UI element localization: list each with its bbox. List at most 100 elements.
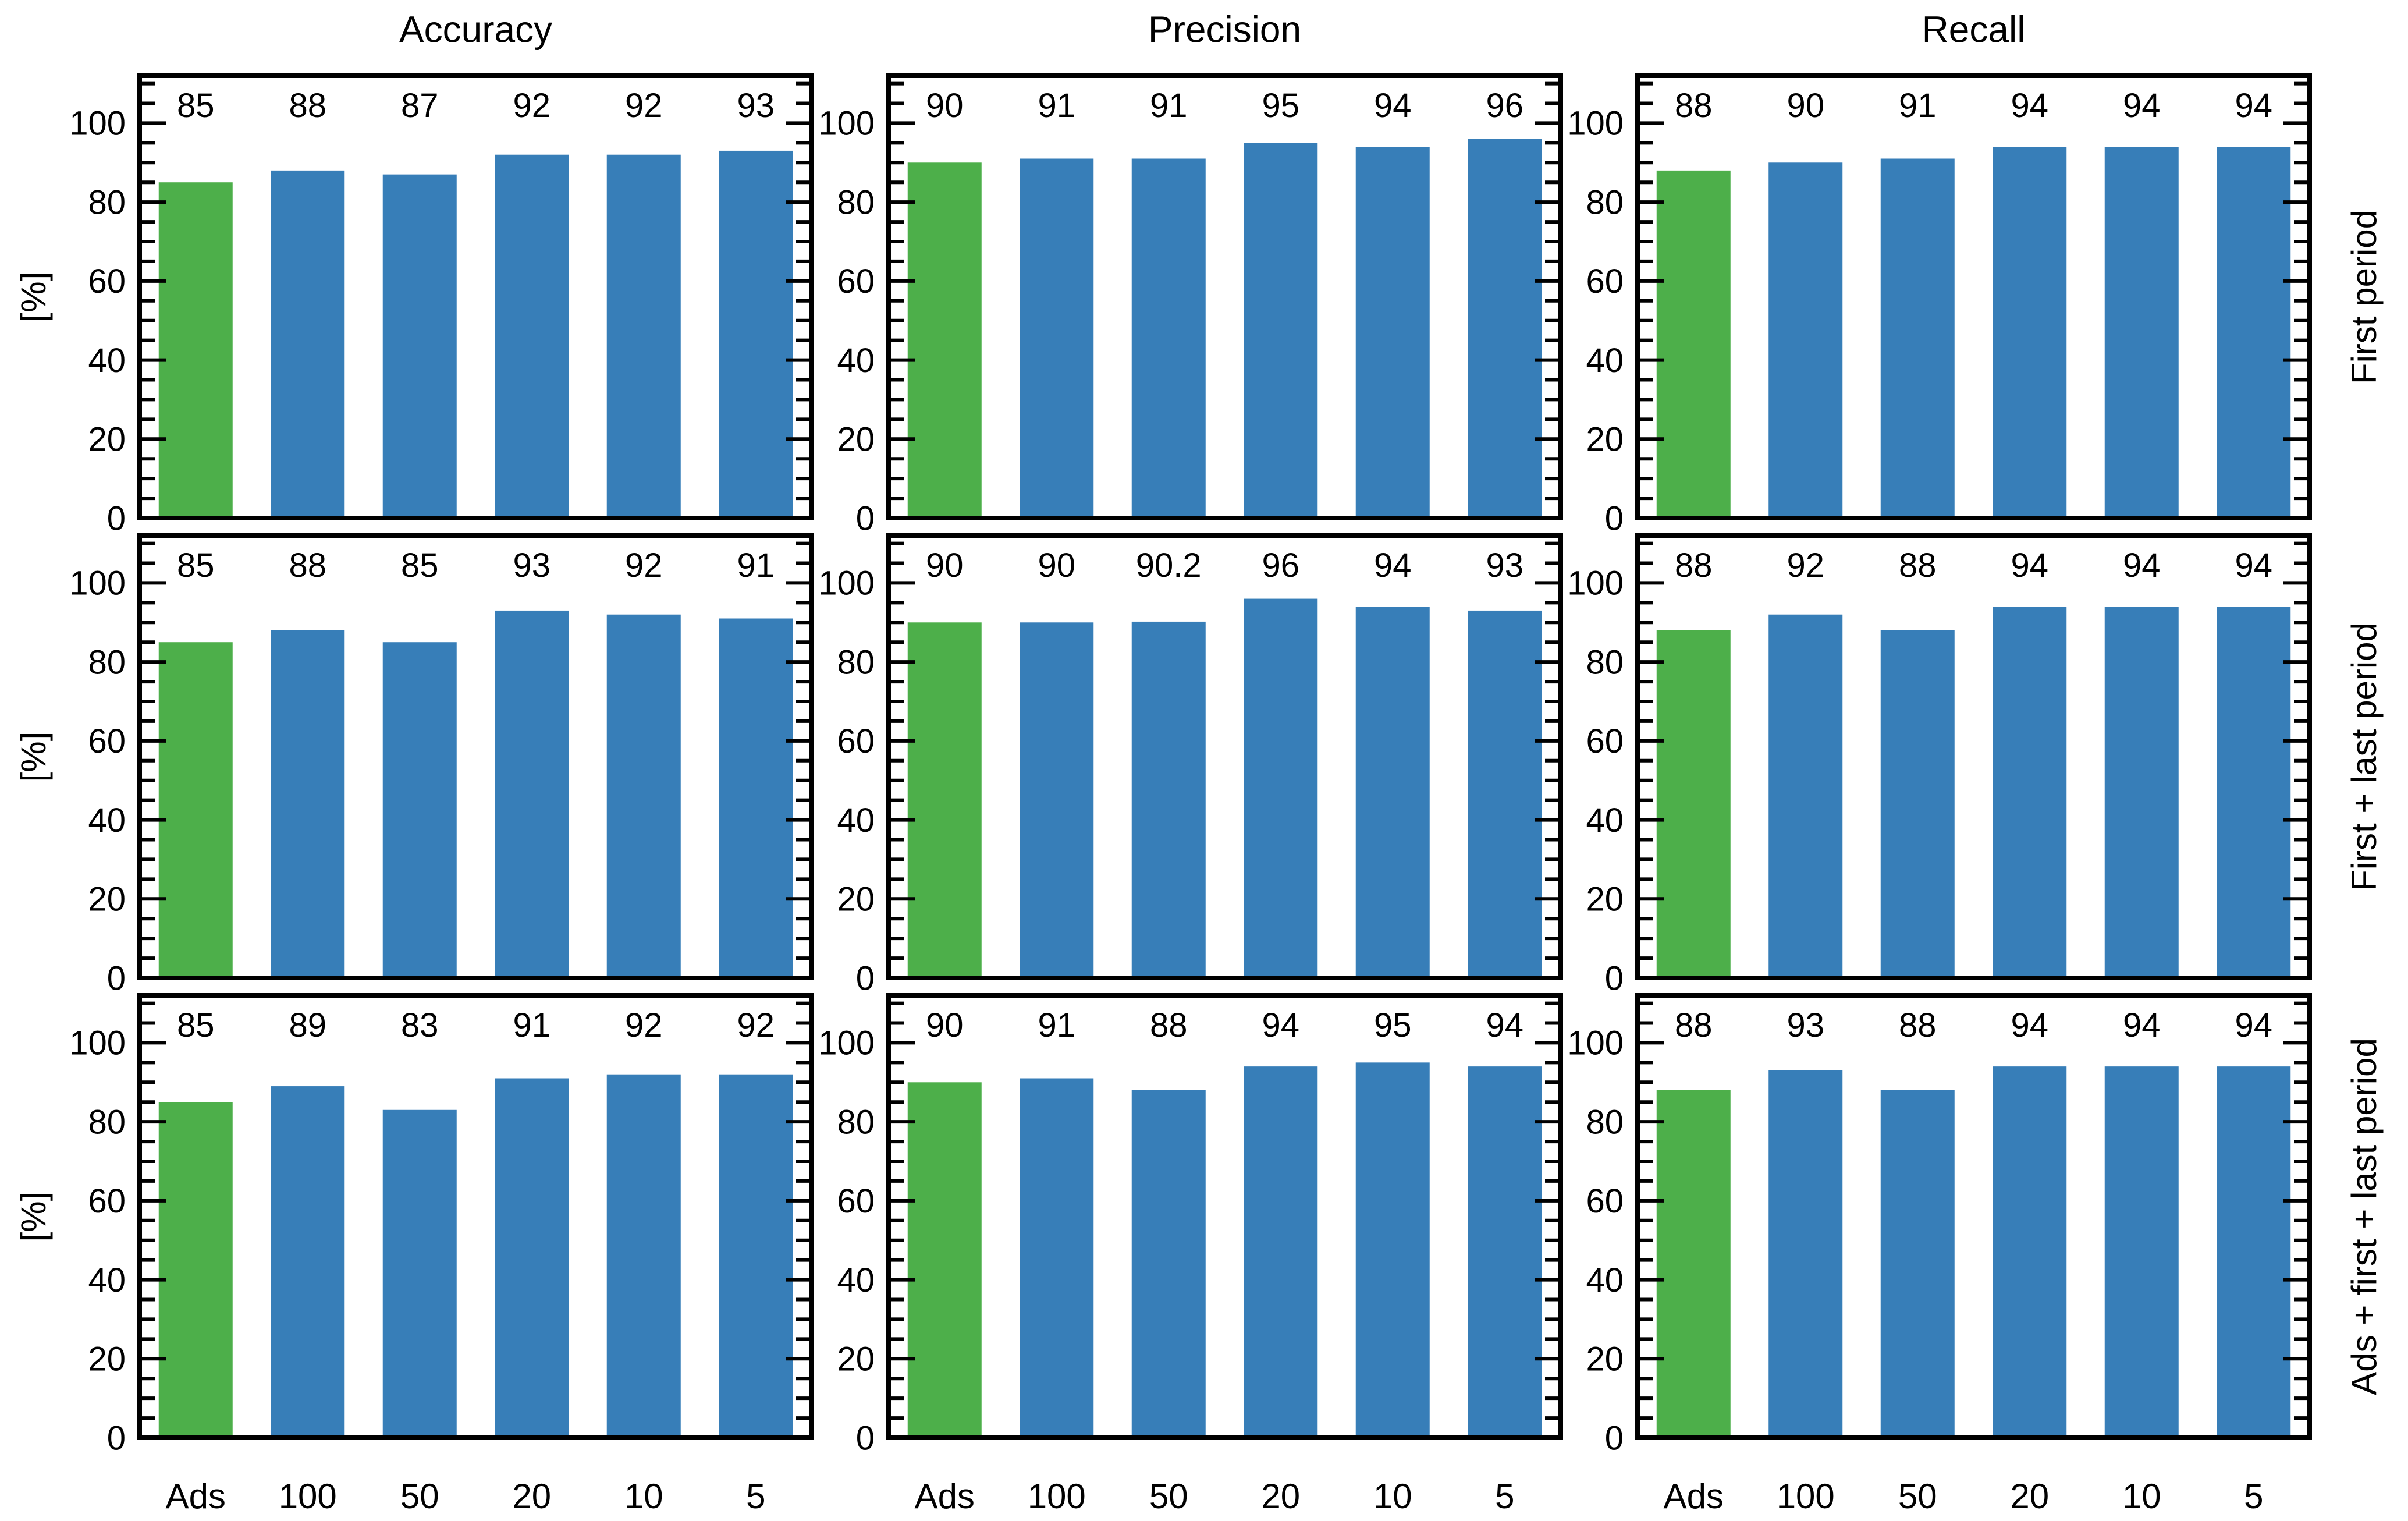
bar-value-label: 90 [1787,87,1824,125]
ytick-label: 20 [88,421,126,459]
bar-value-label: 94 [1374,547,1412,584]
bar-ads [907,1082,982,1438]
bar-value-label: 94 [1374,87,1412,125]
subplot-accuracy-row1: 0 20 40 60 80 100 85 88 87 92 92 93 Accuracy [%] [14,8,814,537]
bar-100 [1020,158,1094,518]
bar-value-label: 92 [513,87,550,125]
bar-10 [606,614,681,978]
bar-value-label: 85 [177,1006,215,1044]
ytick-label: 60 [1586,263,1624,300]
bar-10 [2104,1066,2179,1438]
x-category-label: 20 [1261,1477,1300,1516]
bar-value-label: 93 [513,547,550,584]
ytick-label: 60 [88,263,126,300]
bar-50 [1131,158,1206,518]
x-category-label: 10 [2122,1477,2161,1516]
bar-100 [1020,622,1094,978]
ytick-label: 40 [88,342,126,380]
bar-value-label: 94 [2235,1006,2272,1044]
ytick-label: 100 [818,1024,875,1062]
ytick-label: 20 [837,881,875,919]
subplot-frame [137,993,814,1440]
bar-20 [495,610,569,978]
bar-10 [1355,1062,1430,1438]
subplot-frame [886,73,1563,520]
bar-value-label: 85 [177,87,215,125]
row-title: First + last period [2345,622,2384,891]
ytick-label: 0 [856,959,875,997]
bar-value-label: 88 [1675,87,1713,125]
bar-20 [1244,143,1318,518]
bar-value-label: 93 [737,87,775,125]
bar-value-label: 91 [513,1006,550,1044]
bar-value-label: 94 [2011,1006,2048,1044]
bar-value-label: 91 [1899,87,1937,125]
subplot-precision-row3: 0 20 40 60 80 100 90 91 88 94 95 94 Ads 100 50 20 10 5 [818,993,1563,1516]
x-category-label: 20 [512,1477,551,1516]
ytick-label: 0 [856,1419,875,1457]
ytick-label: 20 [837,1341,875,1378]
bar-value-label: 87 [401,87,439,125]
bar-value-label: 88 [1899,1006,1937,1044]
x-category-label[interactable]: Ads [166,1477,226,1516]
x-category-label[interactable]: Ads [915,1477,975,1516]
bar-10 [2104,607,2179,978]
bar-ads [1656,630,1731,978]
subplot-accuracy-row2: 0 20 40 60 80 100 85 88 85 93 92 91 [%] [14,533,814,997]
ytick-label: 100 [818,105,875,143]
ytick-label: 40 [837,342,875,380]
ytick-label: 20 [1586,421,1624,459]
bar-100 [271,1086,345,1438]
subplot-frame [886,993,1563,1440]
ytick-label: 60 [837,263,875,300]
bar-20 [495,1078,569,1438]
bar-5 [719,1074,793,1438]
ytick-label: 80 [88,1103,126,1141]
bar-50 [1131,621,1206,978]
bar-value-label: 94 [2235,547,2272,584]
bar-100 [1768,614,1843,978]
bar-value-label: 88 [1675,547,1713,584]
ytick-label: 60 [1586,722,1624,760]
bar-5 [719,150,793,518]
bar-value-label: 90.2 [1136,547,1202,584]
bar-50 [382,174,457,519]
subplot-accuracy-row3: 0 20 40 60 80 100 85 89 83 91 92 92 Ads 100 50 20 10 5 [%] [14,993,814,1516]
bar-10 [606,1074,681,1438]
ytick-label: 60 [837,722,875,760]
ytick-label: 40 [1586,342,1624,380]
bar-value-label: 94 [2011,547,2048,584]
ytick-label: 20 [88,1341,126,1378]
bar-value-label: 91 [737,547,775,584]
ytick-label: 0 [107,499,126,537]
x-category-label[interactable]: Ads [1664,1477,1724,1516]
y-axis-unit-label: [%] [14,1192,53,1242]
bar-value-label: 94 [2123,547,2161,584]
bar-5 [1468,610,1542,978]
ytick-label: 100 [1567,565,1624,602]
subplot-frame [137,73,814,520]
bar-value-label: 93 [1486,547,1523,584]
x-category-label: 100 [279,1477,337,1516]
ytick-label: 80 [837,643,875,681]
bar-20 [1244,1066,1318,1438]
bar-50 [1880,1090,1955,1438]
bar-5 [2217,1066,2291,1438]
bar-50 [382,1109,457,1438]
ytick-label: 80 [1586,643,1624,681]
bar-ads [158,1102,233,1438]
bar-value-label: 89 [289,1006,326,1044]
bar-5 [719,618,793,978]
x-category-label: 10 [1373,1477,1412,1516]
bar-20 [495,154,569,518]
ytick-label: 100 [1567,1024,1624,1062]
ytick-label: 20 [88,881,126,919]
ytick-label: 40 [837,1261,875,1299]
x-category-label: 50 [1149,1477,1188,1516]
bar-ads [1656,1090,1731,1438]
ytick-label: 0 [1605,499,1624,537]
bar-5 [2217,147,2291,519]
ytick-label: 80 [837,1103,875,1141]
